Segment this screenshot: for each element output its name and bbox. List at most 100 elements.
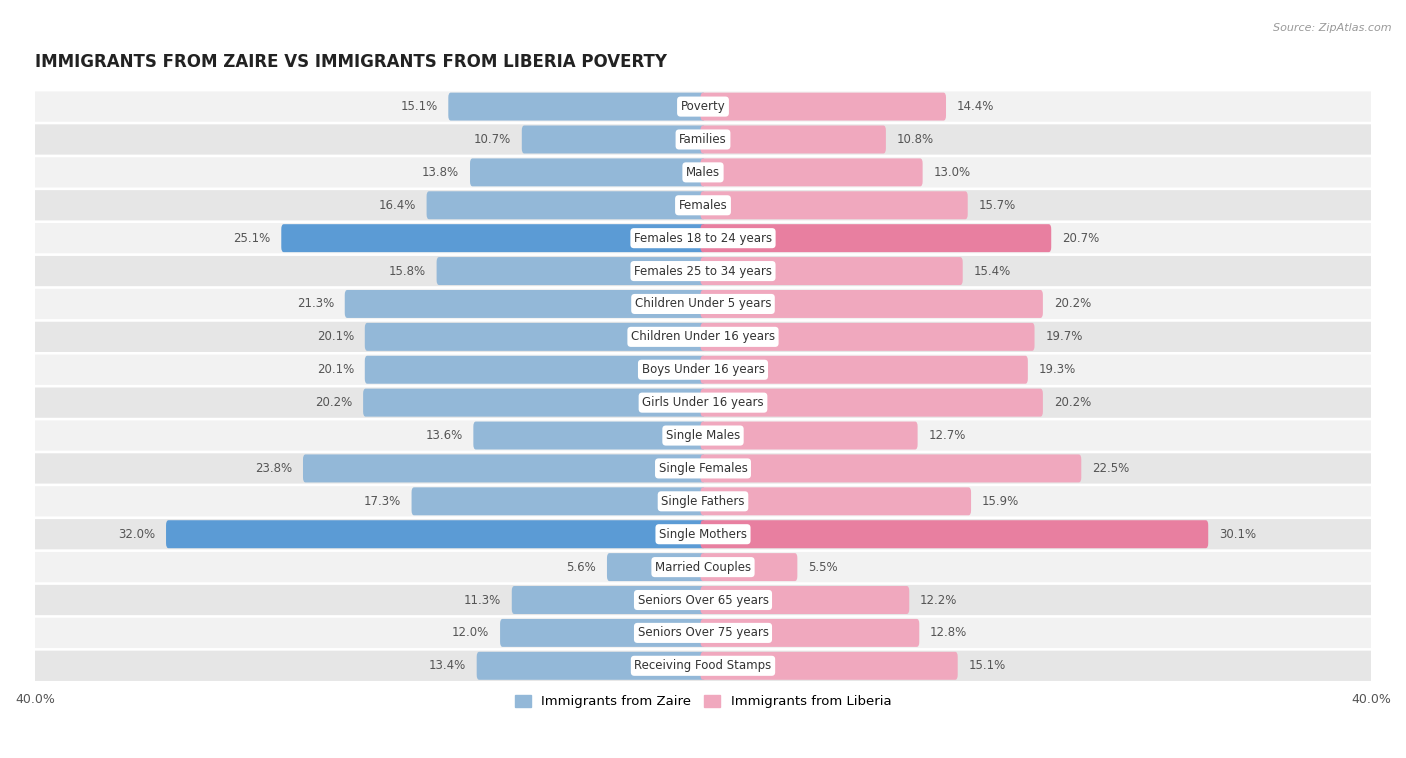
FancyBboxPatch shape (35, 223, 1371, 253)
FancyBboxPatch shape (35, 486, 1371, 516)
Text: 17.3%: 17.3% (364, 495, 401, 508)
FancyBboxPatch shape (700, 191, 967, 219)
FancyBboxPatch shape (474, 421, 706, 449)
FancyBboxPatch shape (35, 256, 1371, 287)
Text: 5.6%: 5.6% (567, 561, 596, 574)
FancyBboxPatch shape (700, 158, 922, 186)
FancyBboxPatch shape (35, 650, 1371, 681)
Text: Seniors Over 65 years: Seniors Over 65 years (637, 594, 769, 606)
Text: 20.2%: 20.2% (1053, 297, 1091, 311)
Text: Single Fathers: Single Fathers (661, 495, 745, 508)
FancyBboxPatch shape (700, 92, 946, 121)
FancyBboxPatch shape (364, 356, 706, 384)
Text: 10.7%: 10.7% (474, 133, 510, 146)
FancyBboxPatch shape (522, 126, 706, 153)
Text: 13.0%: 13.0% (934, 166, 970, 179)
Text: 15.1%: 15.1% (969, 659, 1005, 672)
Text: Married Couples: Married Couples (655, 561, 751, 574)
Text: 15.1%: 15.1% (401, 100, 437, 113)
Text: Families: Families (679, 133, 727, 146)
Text: 14.4%: 14.4% (957, 100, 994, 113)
FancyBboxPatch shape (700, 389, 1043, 417)
FancyBboxPatch shape (304, 455, 706, 482)
FancyBboxPatch shape (607, 553, 706, 581)
FancyBboxPatch shape (700, 586, 910, 614)
Text: 12.0%: 12.0% (451, 626, 489, 640)
Text: 15.8%: 15.8% (388, 265, 426, 277)
Text: 13.4%: 13.4% (429, 659, 465, 672)
Text: Females: Females (679, 199, 727, 211)
FancyBboxPatch shape (700, 257, 963, 285)
FancyBboxPatch shape (363, 389, 706, 417)
FancyBboxPatch shape (700, 356, 1028, 384)
Text: Males: Males (686, 166, 720, 179)
Text: 20.2%: 20.2% (1053, 396, 1091, 409)
Text: 11.3%: 11.3% (464, 594, 501, 606)
Text: Females 18 to 24 years: Females 18 to 24 years (634, 232, 772, 245)
Text: 20.1%: 20.1% (316, 363, 354, 376)
Text: 19.7%: 19.7% (1046, 330, 1083, 343)
Text: 15.9%: 15.9% (981, 495, 1019, 508)
FancyBboxPatch shape (35, 124, 1371, 155)
FancyBboxPatch shape (700, 487, 972, 515)
FancyBboxPatch shape (35, 157, 1371, 187)
FancyBboxPatch shape (35, 355, 1371, 385)
Text: 20.7%: 20.7% (1062, 232, 1099, 245)
FancyBboxPatch shape (700, 290, 1043, 318)
Text: Seniors Over 75 years: Seniors Over 75 years (637, 626, 769, 640)
Text: 30.1%: 30.1% (1219, 528, 1256, 540)
FancyBboxPatch shape (470, 158, 706, 186)
FancyBboxPatch shape (35, 453, 1371, 484)
FancyBboxPatch shape (700, 619, 920, 647)
FancyBboxPatch shape (35, 519, 1371, 550)
Text: 13.8%: 13.8% (422, 166, 460, 179)
FancyBboxPatch shape (35, 585, 1371, 615)
Text: Source: ZipAtlas.com: Source: ZipAtlas.com (1274, 23, 1392, 33)
FancyBboxPatch shape (426, 191, 706, 219)
Text: 12.7%: 12.7% (928, 429, 966, 442)
Text: Single Mothers: Single Mothers (659, 528, 747, 540)
FancyBboxPatch shape (700, 126, 886, 153)
Text: Girls Under 16 years: Girls Under 16 years (643, 396, 763, 409)
FancyBboxPatch shape (35, 618, 1371, 648)
Legend: Immigrants from Zaire, Immigrants from Liberia: Immigrants from Zaire, Immigrants from L… (509, 690, 897, 714)
FancyBboxPatch shape (700, 455, 1081, 482)
FancyBboxPatch shape (700, 652, 957, 680)
Text: Children Under 5 years: Children Under 5 years (634, 297, 772, 311)
Text: Females 25 to 34 years: Females 25 to 34 years (634, 265, 772, 277)
FancyBboxPatch shape (35, 421, 1371, 451)
FancyBboxPatch shape (700, 224, 1052, 252)
FancyBboxPatch shape (344, 290, 706, 318)
Text: Poverty: Poverty (681, 100, 725, 113)
FancyBboxPatch shape (35, 552, 1371, 582)
FancyBboxPatch shape (700, 323, 1035, 351)
FancyBboxPatch shape (700, 421, 918, 449)
Text: IMMIGRANTS FROM ZAIRE VS IMMIGRANTS FROM LIBERIA POVERTY: IMMIGRANTS FROM ZAIRE VS IMMIGRANTS FROM… (35, 53, 666, 71)
Text: Receiving Food Stamps: Receiving Food Stamps (634, 659, 772, 672)
FancyBboxPatch shape (364, 323, 706, 351)
Text: 21.3%: 21.3% (297, 297, 333, 311)
FancyBboxPatch shape (477, 652, 706, 680)
Text: 22.5%: 22.5% (1092, 462, 1129, 475)
FancyBboxPatch shape (412, 487, 706, 515)
Text: Single Males: Single Males (666, 429, 740, 442)
Text: 15.7%: 15.7% (979, 199, 1015, 211)
FancyBboxPatch shape (501, 619, 706, 647)
FancyBboxPatch shape (700, 520, 1208, 548)
Text: 15.4%: 15.4% (973, 265, 1011, 277)
FancyBboxPatch shape (700, 553, 797, 581)
FancyBboxPatch shape (449, 92, 706, 121)
Text: 13.6%: 13.6% (425, 429, 463, 442)
FancyBboxPatch shape (512, 586, 706, 614)
FancyBboxPatch shape (437, 257, 706, 285)
Text: 20.1%: 20.1% (316, 330, 354, 343)
FancyBboxPatch shape (35, 387, 1371, 418)
Text: 32.0%: 32.0% (118, 528, 155, 540)
Text: 12.8%: 12.8% (931, 626, 967, 640)
Text: 16.4%: 16.4% (378, 199, 416, 211)
FancyBboxPatch shape (35, 321, 1371, 352)
Text: 12.2%: 12.2% (920, 594, 957, 606)
FancyBboxPatch shape (35, 289, 1371, 319)
Text: 19.3%: 19.3% (1039, 363, 1076, 376)
Text: Children Under 16 years: Children Under 16 years (631, 330, 775, 343)
